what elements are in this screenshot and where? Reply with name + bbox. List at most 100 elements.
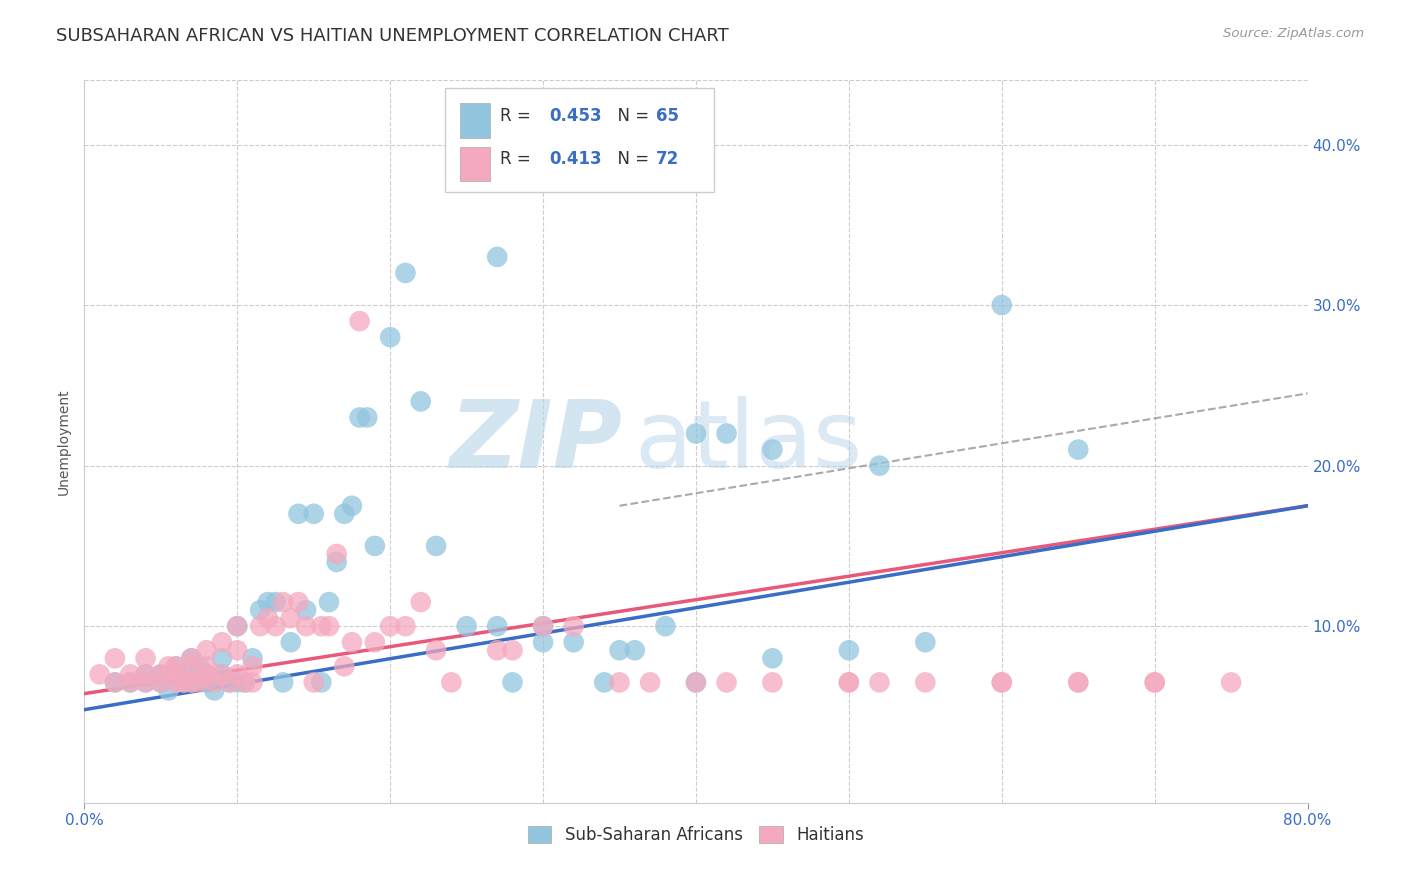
Text: N =: N =	[606, 107, 654, 125]
Point	[456, 619, 478, 633]
Text: atlas: atlas	[636, 395, 863, 488]
Point	[914, 635, 936, 649]
Point	[486, 250, 509, 264]
Point	[135, 667, 157, 681]
Point	[195, 659, 218, 673]
Point	[502, 675, 524, 690]
Point	[295, 603, 318, 617]
Point	[311, 675, 333, 690]
Point	[325, 555, 347, 569]
Point	[838, 643, 860, 657]
Point	[486, 643, 509, 657]
Text: R =: R =	[501, 150, 536, 168]
Point	[531, 619, 554, 633]
Point	[280, 635, 302, 649]
Point	[173, 675, 195, 690]
Point	[440, 675, 463, 690]
Point	[340, 635, 363, 649]
Point	[165, 667, 187, 681]
Point	[173, 675, 195, 690]
Point	[135, 675, 157, 690]
Point	[364, 539, 387, 553]
Text: SUBSAHARAN AFRICAN VS HAITIAN UNEMPLOYMENT CORRELATION CHART: SUBSAHARAN AFRICAN VS HAITIAN UNEMPLOYME…	[56, 27, 728, 45]
Point	[188, 675, 211, 690]
Point	[226, 667, 249, 681]
Point	[1220, 675, 1243, 690]
Point	[104, 675, 127, 690]
Point	[149, 675, 172, 690]
Point	[685, 426, 707, 441]
Point	[257, 611, 280, 625]
Point	[242, 651, 264, 665]
Point	[157, 659, 180, 673]
Point	[486, 619, 509, 633]
Point	[135, 651, 157, 665]
Point	[1143, 675, 1166, 690]
Point	[149, 675, 172, 690]
Point	[531, 619, 554, 633]
Point	[761, 675, 783, 690]
Point	[333, 659, 356, 673]
Point	[761, 651, 783, 665]
Point	[104, 675, 127, 690]
Point	[349, 314, 371, 328]
Point	[195, 667, 218, 681]
Point	[394, 619, 416, 633]
Point	[287, 595, 309, 609]
Point	[716, 675, 738, 690]
Text: R =: R =	[501, 107, 536, 125]
Point	[180, 651, 202, 665]
Text: 0.413: 0.413	[550, 150, 602, 168]
Point	[233, 675, 256, 690]
Text: Source: ZipAtlas.com: Source: ZipAtlas.com	[1223, 27, 1364, 40]
Point	[233, 675, 256, 690]
Point	[869, 675, 891, 690]
Point	[638, 675, 661, 690]
Point	[1067, 675, 1090, 690]
Point	[180, 659, 202, 673]
Point	[914, 675, 936, 690]
Point	[157, 683, 180, 698]
Point	[991, 675, 1014, 690]
Point	[211, 667, 233, 681]
Point	[1067, 442, 1090, 457]
Point	[165, 659, 187, 673]
Point	[264, 595, 287, 609]
Point	[226, 643, 249, 657]
Point	[120, 667, 142, 681]
Point	[264, 619, 287, 633]
Point	[333, 507, 356, 521]
Point	[716, 426, 738, 441]
Point	[89, 667, 111, 681]
Point	[202, 675, 225, 690]
Legend: Sub-Saharan Africans, Haitians: Sub-Saharan Africans, Haitians	[520, 817, 872, 852]
Point	[249, 619, 271, 633]
Point	[195, 675, 218, 690]
Point	[685, 675, 707, 690]
Point	[120, 675, 142, 690]
Point	[149, 667, 172, 681]
Point	[271, 675, 294, 690]
Point	[869, 458, 891, 473]
Point	[349, 410, 371, 425]
Point	[654, 619, 676, 633]
Point	[531, 635, 554, 649]
Point	[318, 595, 340, 609]
Y-axis label: Unemployment: Unemployment	[58, 388, 72, 495]
Point	[180, 667, 202, 681]
Point	[242, 675, 264, 690]
Point	[502, 643, 524, 657]
Point	[609, 675, 631, 690]
Point	[135, 675, 157, 690]
Point	[226, 619, 249, 633]
Point	[302, 675, 325, 690]
Point	[165, 667, 187, 681]
Point	[226, 675, 249, 690]
Point	[991, 298, 1014, 312]
Point	[356, 410, 378, 425]
Point	[218, 675, 240, 690]
Point	[409, 394, 432, 409]
Point	[609, 643, 631, 657]
Text: 0.453: 0.453	[550, 107, 602, 125]
Point	[180, 675, 202, 690]
